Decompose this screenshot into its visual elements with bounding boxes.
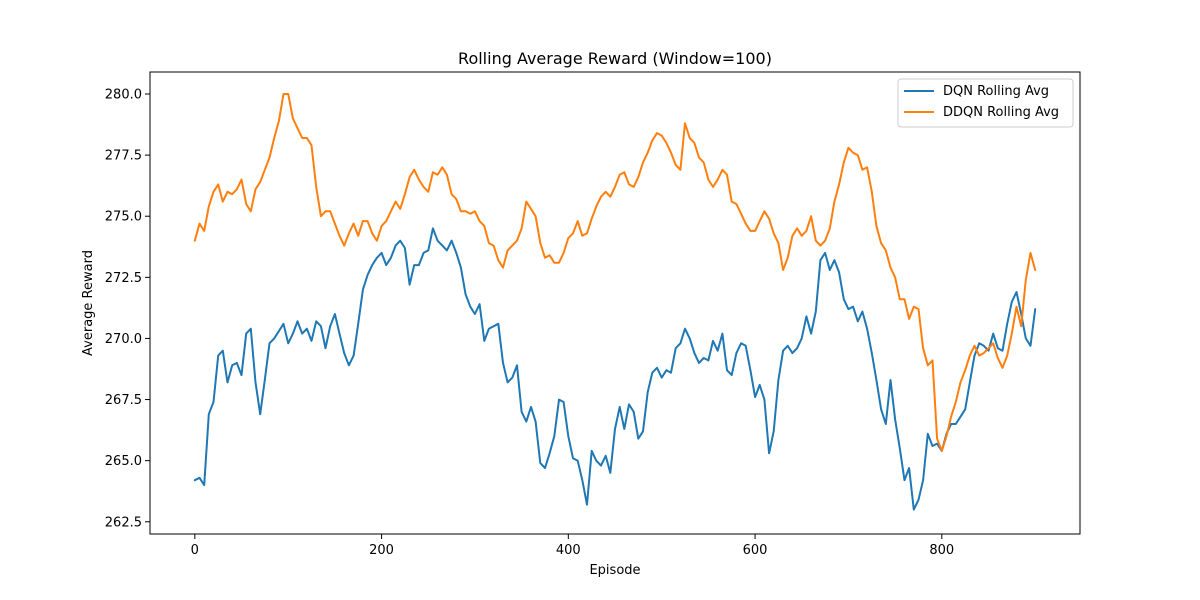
legend-box xyxy=(897,78,1074,128)
y-axis-label: Average Reward xyxy=(81,250,96,356)
chart-title: Rolling Average Reward (Window=100) xyxy=(458,49,772,68)
y-tick-label: 272.5 xyxy=(105,271,142,286)
y-tick-label: 277.5 xyxy=(105,149,142,164)
x-tick-label: 400 xyxy=(556,543,581,558)
y-axis-ticks: 262.5 265.0 267.5 270.0 272.5 275.0 277.5 280.0 xyxy=(105,88,150,530)
y-tick-label: 280.0 xyxy=(105,88,142,103)
x-tick-label: 200 xyxy=(369,543,394,558)
series-line-1 xyxy=(193,93,1037,452)
y-tick-label: 267.5 xyxy=(105,393,142,408)
legend-label-dqn: DQN Rolling Avg xyxy=(943,84,1049,99)
legend-label-ddqn: DDQN Rolling Avg xyxy=(943,105,1059,120)
y-tick-label: 262.5 xyxy=(105,515,142,530)
series-line-0 xyxy=(193,227,1037,511)
y-tick-label: 265.0 xyxy=(105,454,142,469)
series-layer xyxy=(193,93,1037,511)
x-tick-label: 600 xyxy=(743,543,768,558)
x-axis-label: Episode xyxy=(589,563,640,578)
y-tick-label: 270.0 xyxy=(105,332,142,347)
legend: DQN Rolling Avg DDQN Rolling Avg xyxy=(897,78,1074,128)
x-tick-label: 800 xyxy=(929,543,954,558)
x-tick-label: 0 xyxy=(191,543,199,558)
x-axis-ticks: 0 200 400 600 800 xyxy=(191,534,954,558)
y-tick-label: 275.0 xyxy=(105,210,142,225)
plot-frame xyxy=(149,71,1081,535)
